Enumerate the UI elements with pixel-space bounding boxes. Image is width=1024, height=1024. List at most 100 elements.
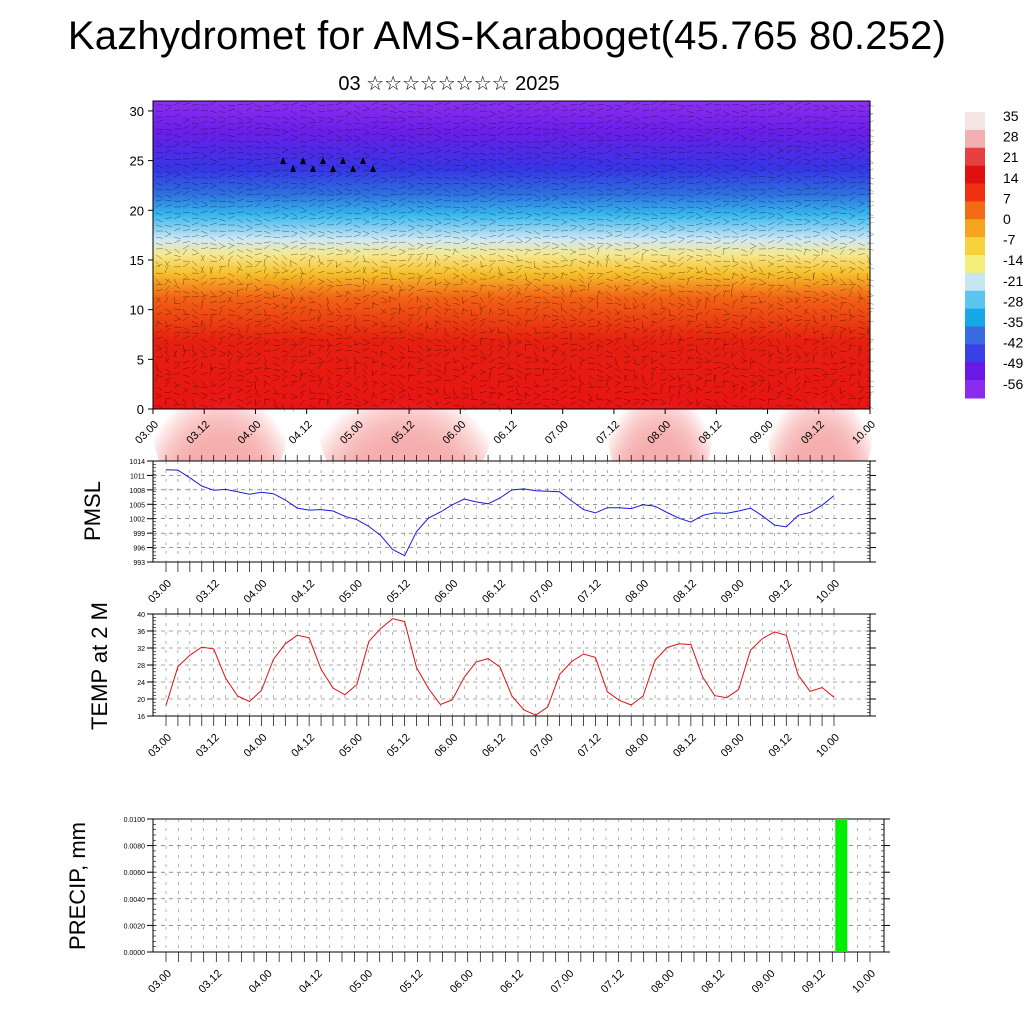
barb bbox=[704, 398, 712, 401]
barb bbox=[200, 274, 207, 280]
barb bbox=[425, 170, 433, 175]
barb bbox=[416, 252, 424, 256]
barb bbox=[317, 116, 325, 119]
barb bbox=[326, 398, 331, 406]
barb bbox=[380, 337, 388, 340]
barb bbox=[191, 156, 199, 160]
barb bbox=[407, 193, 415, 196]
barb bbox=[209, 185, 217, 190]
barb bbox=[362, 152, 370, 156]
barb bbox=[758, 381, 764, 388]
barb bbox=[290, 138, 298, 142]
barb bbox=[218, 200, 226, 202]
barb bbox=[551, 170, 559, 176]
barb bbox=[506, 212, 514, 215]
barb bbox=[677, 326, 684, 332]
barb bbox=[767, 128, 775, 131]
barb bbox=[713, 230, 720, 236]
barb bbox=[578, 170, 586, 175]
barb bbox=[281, 368, 289, 373]
barb bbox=[596, 205, 604, 208]
barb bbox=[839, 104, 847, 109]
barb bbox=[623, 360, 631, 364]
barb bbox=[299, 253, 307, 256]
barb bbox=[461, 182, 469, 187]
barb bbox=[740, 395, 748, 400]
barb bbox=[650, 382, 657, 388]
barb bbox=[524, 215, 532, 220]
barb bbox=[785, 284, 791, 291]
barb bbox=[389, 164, 396, 170]
barb bbox=[191, 363, 198, 370]
barb bbox=[344, 380, 352, 385]
barb bbox=[515, 300, 523, 304]
barb bbox=[299, 374, 302, 382]
barb bbox=[371, 302, 375, 310]
barb bbox=[659, 382, 666, 388]
barb bbox=[452, 176, 460, 180]
barb bbox=[245, 200, 253, 203]
barb bbox=[326, 212, 334, 215]
barb bbox=[569, 113, 577, 118]
arrow-head bbox=[310, 165, 316, 172]
barb bbox=[560, 342, 568, 346]
barb bbox=[470, 106, 478, 112]
barb bbox=[668, 393, 675, 400]
barb bbox=[695, 236, 703, 238]
barb bbox=[569, 354, 577, 358]
barb bbox=[272, 160, 279, 166]
x-tick-label: 04.00 bbox=[247, 968, 275, 996]
barb bbox=[443, 368, 447, 376]
barb bbox=[551, 318, 559, 322]
barb bbox=[749, 335, 757, 340]
barb bbox=[245, 120, 253, 124]
barb bbox=[722, 248, 725, 256]
barb bbox=[515, 340, 522, 346]
barb bbox=[443, 199, 451, 202]
barb bbox=[290, 327, 296, 334]
barb bbox=[272, 368, 280, 371]
barb bbox=[236, 254, 244, 259]
barb bbox=[533, 119, 541, 124]
barb bbox=[416, 224, 424, 227]
barb bbox=[749, 331, 757, 334]
barb bbox=[227, 290, 235, 295]
barb bbox=[605, 203, 613, 208]
barb bbox=[317, 209, 325, 214]
barb bbox=[767, 139, 775, 142]
colorbar-swatch bbox=[965, 201, 985, 220]
barb bbox=[839, 268, 847, 274]
barb bbox=[623, 158, 631, 160]
barb bbox=[785, 290, 793, 293]
barb bbox=[362, 209, 370, 214]
barb bbox=[632, 226, 639, 232]
barb bbox=[740, 344, 747, 351]
barb bbox=[821, 107, 829, 112]
barb bbox=[578, 115, 586, 118]
barb bbox=[641, 109, 649, 112]
barb bbox=[794, 200, 802, 204]
barb bbox=[227, 333, 233, 340]
barb bbox=[308, 139, 316, 142]
barb bbox=[353, 104, 361, 109]
barb bbox=[290, 199, 298, 202]
barb bbox=[821, 278, 829, 282]
barb bbox=[677, 134, 685, 138]
barb bbox=[479, 338, 482, 346]
barb bbox=[632, 122, 640, 127]
barb bbox=[281, 392, 286, 400]
barb bbox=[218, 371, 226, 376]
barb bbox=[848, 329, 856, 334]
barb bbox=[326, 116, 334, 120]
barb bbox=[200, 302, 204, 310]
barb bbox=[245, 140, 253, 142]
barb bbox=[803, 162, 811, 166]
barb bbox=[200, 294, 208, 298]
barb bbox=[236, 288, 244, 292]
barb bbox=[452, 328, 459, 334]
barb bbox=[614, 380, 622, 384]
barb bbox=[416, 140, 423, 146]
barb bbox=[704, 137, 712, 142]
barb bbox=[677, 162, 685, 166]
barb bbox=[794, 148, 801, 154]
